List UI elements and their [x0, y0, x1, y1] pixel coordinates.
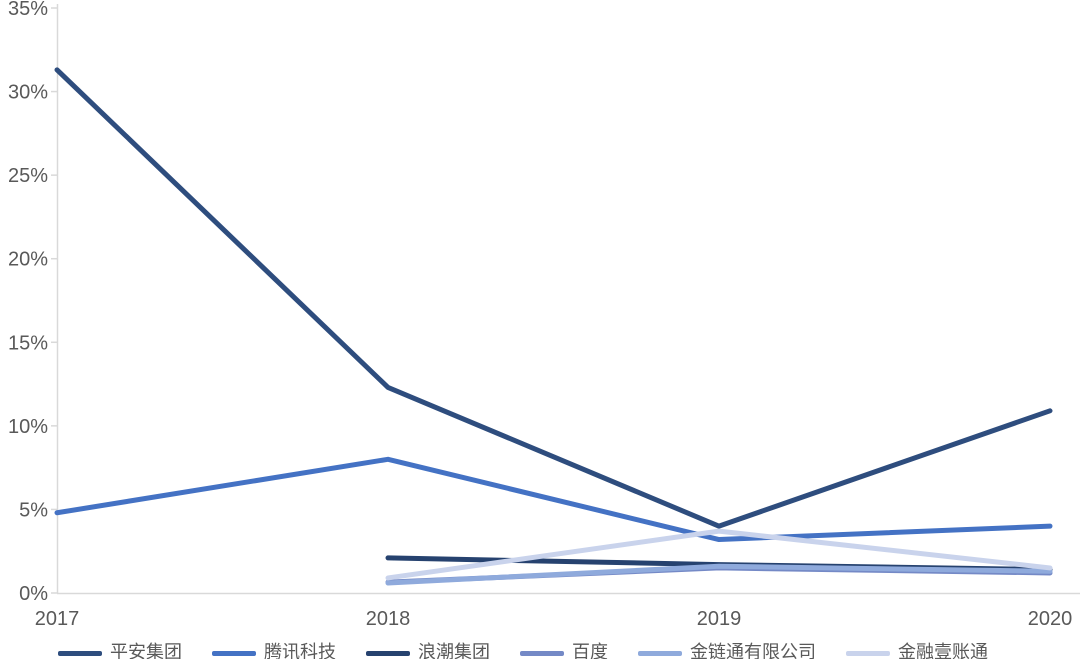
legend-item-4: 百度: [520, 642, 608, 659]
series-line-2: [54, 456, 1053, 543]
x-axis-tick-label: 2017: [35, 608, 80, 630]
legend-label: 浪潮集团: [418, 642, 490, 659]
y-axis-tick-label: 30%: [8, 82, 48, 104]
x-axis-tick-label: 2018: [366, 608, 411, 630]
y-axis-tick-label: 35%: [8, 0, 48, 20]
legend-item-3: 浪潮集团: [366, 642, 490, 659]
legend-item-1: 平安集团: [58, 642, 182, 659]
legend-swatch: [58, 651, 102, 656]
legend-item-5: 金链通有限公司: [638, 642, 816, 659]
legend-swatch: [520, 651, 564, 656]
legend-item-2: 腾讯科技: [212, 642, 336, 659]
legend-swatch: [212, 651, 256, 656]
legend-label: 金融壹账通: [898, 642, 988, 659]
legend-swatch: [638, 651, 682, 656]
y-axis-tick-label: 15%: [8, 332, 48, 354]
x-axis-tick-label: 2019: [697, 608, 742, 630]
legend-label: 金链通有限公司: [690, 642, 816, 659]
legend-label: 腾讯科技: [264, 642, 336, 659]
series-line-6: [385, 528, 1053, 581]
x-axis-tick-label: 2020: [1028, 608, 1073, 630]
legend-swatch: [846, 651, 890, 656]
y-axis-tick-label: 5%: [19, 499, 48, 521]
y-axis-tick-label: 10%: [8, 416, 48, 438]
legend-label: 平安集团: [110, 642, 182, 659]
y-axis-tick-label: 20%: [8, 249, 48, 271]
legend-swatch: [366, 651, 410, 656]
legend-item-6: 金融壹账通: [846, 642, 988, 659]
y-axis-tick-label: 0%: [19, 583, 48, 605]
chart-legend: 平安集团 腾讯科技 浪潮集团 百度 金链通有限公司 金融壹账通: [58, 642, 1018, 659]
series-line-1: [54, 67, 1053, 529]
y-axis-tick-label: 25%: [8, 165, 48, 187]
legend-label: 百度: [572, 642, 608, 659]
series-line-5: [385, 563, 1053, 586]
